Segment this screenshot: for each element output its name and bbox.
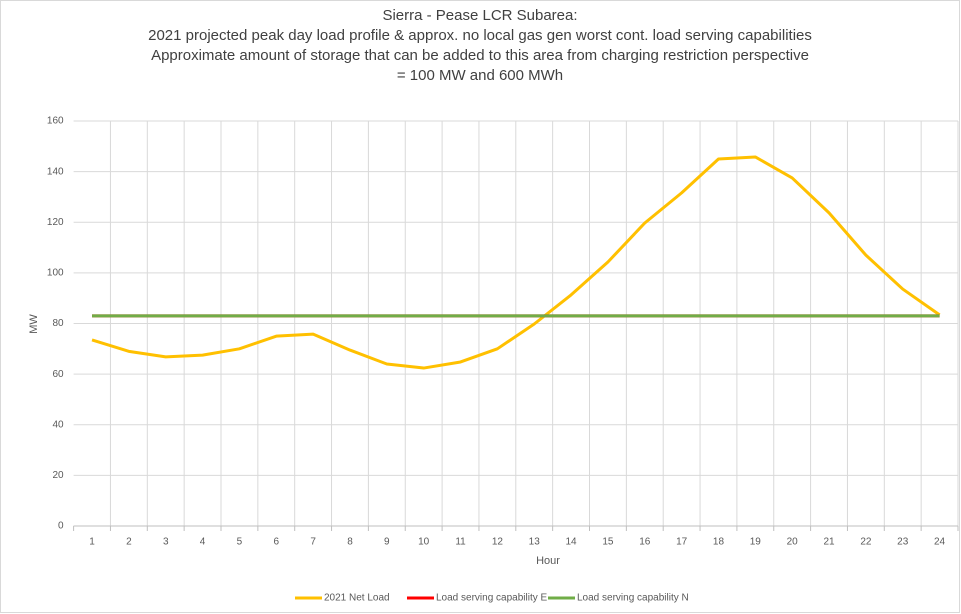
y-tick-label: 140 xyxy=(47,166,64,177)
x-tick-label: 19 xyxy=(750,537,762,548)
x-tick-label: 10 xyxy=(418,537,430,548)
y-tick-label: 40 xyxy=(52,419,64,430)
x-tick-label: 23 xyxy=(897,537,909,548)
x-tick-label: 9 xyxy=(384,537,390,548)
x-tick-label: 17 xyxy=(676,537,688,548)
x-tick-label: 6 xyxy=(273,537,279,548)
y-axis-label: MW xyxy=(28,314,40,334)
x-tick-label: 7 xyxy=(310,537,316,548)
x-tick-label: 24 xyxy=(934,537,946,548)
y-tick-label: 60 xyxy=(52,369,64,380)
x-tick-label: 16 xyxy=(639,537,651,548)
legend-label: Load serving capability E xyxy=(436,593,548,604)
x-tick-label: 14 xyxy=(566,537,578,548)
x-tick-label: 18 xyxy=(713,537,725,548)
x-tick-label: 1 xyxy=(89,537,95,548)
x-tick-label: 3 xyxy=(163,537,169,548)
y-tick-label: 160 xyxy=(47,116,64,127)
chart-title: Sierra - Pease LCR Subarea: xyxy=(382,7,577,24)
legend-label: 2021 Net Load xyxy=(324,593,390,604)
chart-title: = 100 MW and 600 MWh xyxy=(397,67,563,84)
series-line xyxy=(91,155,941,370)
y-tick-label: 80 xyxy=(52,318,64,329)
x-tick-label: 2 xyxy=(126,537,132,548)
x-tick-label: 20 xyxy=(787,537,799,548)
x-tick-label: 15 xyxy=(602,537,614,548)
x-tick-label: 5 xyxy=(237,537,243,548)
y-tick-label: 120 xyxy=(47,217,64,228)
chart-title: Approximate amount of storage that can b… xyxy=(151,47,809,64)
x-tick-label: 12 xyxy=(492,537,504,548)
y-tick-label: 0 xyxy=(58,521,64,532)
x-tick-label: 22 xyxy=(860,537,872,548)
x-axis-label: Hour xyxy=(536,555,560,567)
x-tick-label: 4 xyxy=(200,537,206,548)
chart-title: 2021 projected peak day load profile & a… xyxy=(148,27,812,44)
x-tick-label: 8 xyxy=(347,537,353,548)
x-tick-label: 13 xyxy=(529,537,541,548)
x-tick-label: 11 xyxy=(455,537,466,548)
y-tick-label: 100 xyxy=(47,268,64,279)
y-tick-label: 20 xyxy=(52,470,64,481)
legend-label: Load serving capability N xyxy=(577,593,689,604)
x-tick-label: 21 xyxy=(823,537,835,548)
